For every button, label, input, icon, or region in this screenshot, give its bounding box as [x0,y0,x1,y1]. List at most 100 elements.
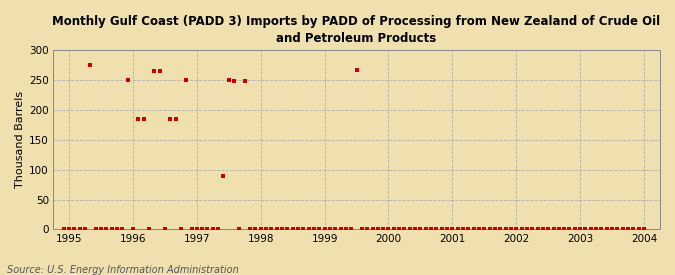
Point [628,227,639,232]
Point [335,227,346,232]
Point [570,227,580,232]
Point [612,227,623,232]
Point [101,227,111,232]
Point [133,117,144,121]
Point [96,227,107,232]
Point [431,227,442,232]
Point [458,227,468,232]
Point [532,227,543,232]
Point [58,227,69,232]
Point [436,227,447,232]
Point [585,227,596,232]
Point [288,227,298,232]
Point [202,227,213,232]
Point [479,227,490,232]
Point [388,227,399,232]
Point [277,227,288,232]
Point [234,227,245,232]
Point [548,227,559,232]
Point [601,227,612,232]
Point [526,227,537,232]
Point [559,227,570,232]
Point [356,227,367,232]
Point [346,227,356,232]
Point [441,227,452,232]
Point [580,227,591,232]
Point [85,63,96,67]
Point [176,227,186,232]
Point [117,227,128,232]
Point [319,227,330,232]
Point [383,227,394,232]
Point [303,227,314,232]
Point [325,227,335,232]
Point [250,227,261,232]
Point [463,227,474,232]
Point [554,227,564,232]
Point [367,227,378,232]
Point [213,227,223,232]
Point [196,227,207,232]
Point [138,117,149,121]
Title: Monthly Gulf Coast (PADD 3) Imports by PADD of Processing from New Zealand of Cr: Monthly Gulf Coast (PADD 3) Imports by P… [53,15,661,45]
Point [447,227,458,232]
Point [261,227,271,232]
Point [426,227,437,232]
Point [282,227,293,232]
Point [633,227,644,232]
Point [574,227,585,232]
Point [474,227,485,232]
Point [452,227,463,232]
Point [516,227,527,232]
Point [144,227,155,232]
Point [415,227,426,232]
Point [373,227,383,232]
Point [229,79,240,84]
Point [622,227,633,232]
Point [122,78,133,82]
Point [308,227,319,232]
Point [90,227,101,232]
Point [421,227,431,232]
Point [591,227,601,232]
Text: Source: U.S. Energy Information Administration: Source: U.S. Energy Information Administ… [7,265,238,275]
Point [111,227,122,232]
Point [240,79,250,84]
Point [154,69,165,73]
Point [351,68,362,72]
Point [80,227,90,232]
Point [128,227,138,232]
Point [394,227,404,232]
Point [468,227,479,232]
Point [362,227,373,232]
Point [537,227,548,232]
Point [500,227,511,232]
Point [484,227,495,232]
Point [399,227,410,232]
Point [271,227,282,232]
Point [511,227,522,232]
Point [330,227,341,232]
Point [298,227,308,232]
Point [596,227,607,232]
Point [170,117,181,121]
Point [618,227,628,232]
Point [74,227,85,232]
Point [192,227,202,232]
Point [340,227,351,232]
Point [506,227,516,232]
Point [186,227,197,232]
Point [181,78,192,82]
Point [292,227,303,232]
Point [543,227,554,232]
Point [255,227,266,232]
Point [63,227,74,232]
Y-axis label: Thousand Barrels: Thousand Barrels [15,91,25,188]
Point [522,227,533,232]
Point [207,227,218,232]
Point [564,227,575,232]
Point [69,227,80,232]
Point [223,78,234,82]
Point [607,227,618,232]
Point [165,117,176,121]
